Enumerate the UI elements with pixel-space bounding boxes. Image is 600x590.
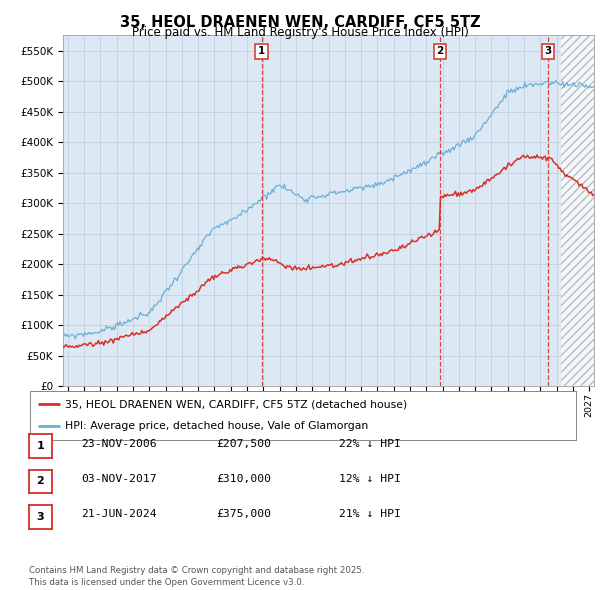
Text: 21-JUN-2024: 21-JUN-2024	[81, 510, 157, 519]
Text: 1: 1	[258, 46, 265, 56]
Text: 21% ↓ HPI: 21% ↓ HPI	[339, 510, 401, 519]
Text: 35, HEOL DRAENEN WEN, CARDIFF, CF5 5TZ (detached house): 35, HEOL DRAENEN WEN, CARDIFF, CF5 5TZ (…	[65, 399, 408, 409]
Text: Contains HM Land Registry data © Crown copyright and database right 2025.
This d: Contains HM Land Registry data © Crown c…	[29, 566, 364, 587]
Text: 23-NOV-2006: 23-NOV-2006	[81, 439, 157, 448]
Text: 03-NOV-2017: 03-NOV-2017	[81, 474, 157, 484]
Text: HPI: Average price, detached house, Vale of Glamorgan: HPI: Average price, detached house, Vale…	[65, 421, 369, 431]
Text: 1: 1	[37, 441, 44, 451]
Bar	[562, 35, 594, 386]
Text: 22% ↓ HPI: 22% ↓ HPI	[339, 439, 401, 448]
Text: Price paid vs. HM Land Registry's House Price Index (HPI): Price paid vs. HM Land Registry's House …	[131, 26, 469, 39]
Text: £310,000: £310,000	[216, 474, 271, 484]
Text: 3: 3	[37, 512, 44, 522]
Bar	[562, 35, 594, 386]
Text: 35, HEOL DRAENEN WEN, CARDIFF, CF5 5TZ: 35, HEOL DRAENEN WEN, CARDIFF, CF5 5TZ	[119, 15, 481, 30]
Text: 2: 2	[436, 46, 443, 56]
Text: £375,000: £375,000	[216, 510, 271, 519]
Text: £207,500: £207,500	[216, 439, 271, 448]
Text: 12% ↓ HPI: 12% ↓ HPI	[339, 474, 401, 484]
Text: 3: 3	[544, 46, 551, 56]
Text: 2: 2	[37, 477, 44, 486]
